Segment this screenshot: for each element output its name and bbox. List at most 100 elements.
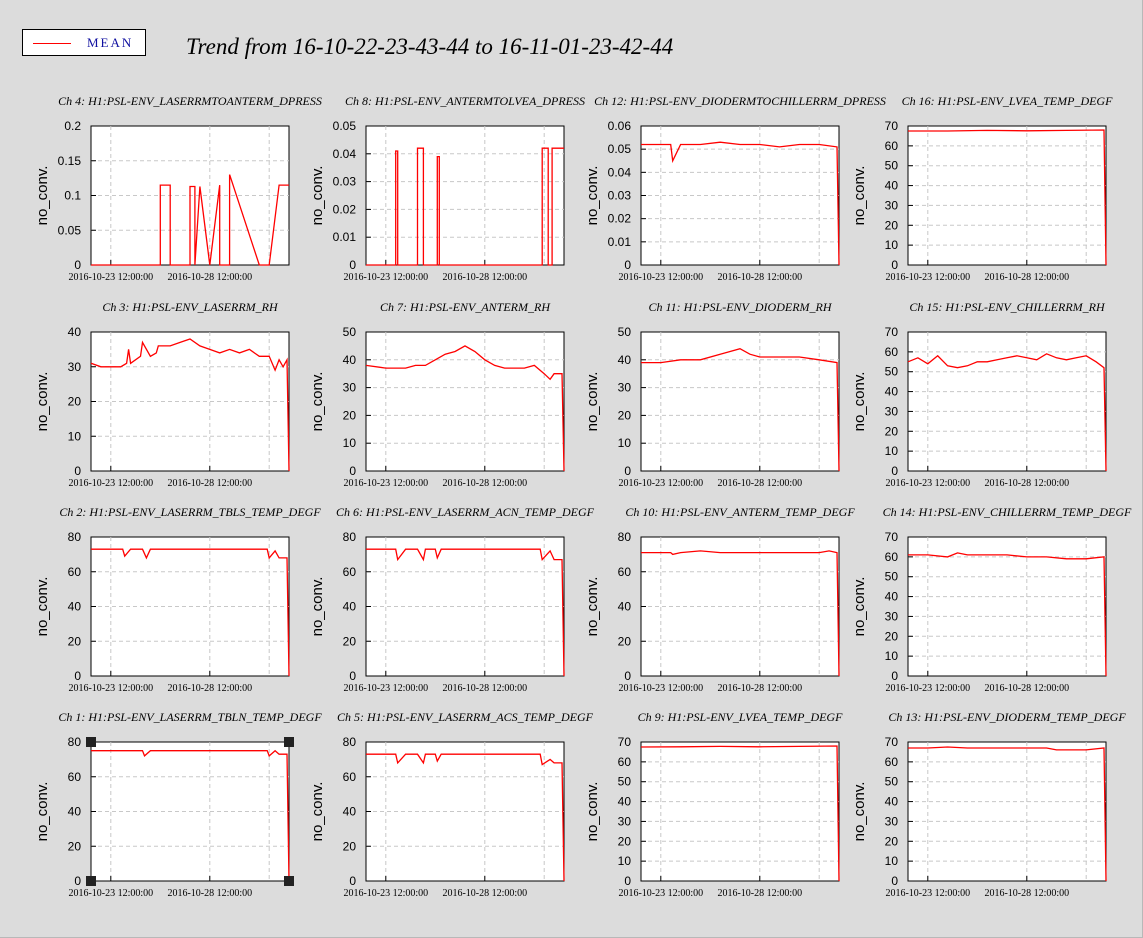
y-tick-label: 60 <box>343 770 357 784</box>
chart-panel[interactable]: 0 0.01 0.02 0.03 0.04 0.05 2016-10-23 12:00:00… <box>309 94 585 283</box>
y-tick-label: 0.2 <box>64 119 81 133</box>
chart-panel[interactable]: 0 20 40 60 80 2016-10-23 12:00:00 2016-10-28 1… <box>34 710 322 899</box>
y-tick-label: 60 <box>885 139 899 153</box>
y-tick-label: 0.01 <box>333 230 357 244</box>
selection-handle[interactable] <box>86 737 96 747</box>
panel-title: Ch 1: H1:PSL-ENV_LASERRM_TBLN_TEMP_DEGF <box>58 710 322 724</box>
y-axis-label: no_conv. <box>309 577 326 637</box>
chart-panel[interactable]: 0 20 40 60 80 2016-10-23 12:00:00 2016-10-28 1… <box>309 710 594 899</box>
y-tick-label: 60 <box>618 565 632 579</box>
y-tick-label: 0.06 <box>608 119 632 133</box>
x-tick-label: 2016-10-23 12:00:00 <box>618 888 703 899</box>
selection-handle[interactable] <box>284 876 294 886</box>
y-tick-label: 70 <box>885 119 899 133</box>
y-tick-label: 0.04 <box>333 147 357 161</box>
chart-panel[interactable]: 0 10 20 30 40 50 2016-10-23 12:00:00 2016-10-28… <box>584 300 840 489</box>
x-tick-label: 2016-10-28 12:00:00 <box>167 272 252 283</box>
plot-area <box>907 125 1107 266</box>
chart-panel[interactable]: 0 10 20 30 40 50 60 70 2016-10-23 12:00:00 2016-1… <box>851 94 1113 283</box>
y-tick-label: 0 <box>349 464 356 478</box>
plot-area <box>365 125 565 266</box>
selection-handle[interactable] <box>284 737 294 747</box>
y-axis-label: no_conv. <box>851 782 868 842</box>
plot-area <box>640 741 840 882</box>
y-tick-label: 60 <box>343 565 357 579</box>
chart-panel[interactable]: 0 10 20 30 40 50 60 70 2016-10-23 12:00:00 2016-1… <box>851 505 1132 694</box>
y-tick-label: 70 <box>618 735 632 749</box>
panel-title: Ch 9: H1:PSL-ENV_LVEA_TEMP_DEGF <box>638 710 844 724</box>
chart-panel[interactable]: 0 10 20 30 40 2016-10-23 12:00:00 2016-10-28 1… <box>34 300 290 489</box>
chart-panel[interactable]: 0 10 20 30 40 50 60 70 2016-10-23 12:00:00 2016-1… <box>851 300 1107 489</box>
chart-panel[interactable]: 0 10 20 30 40 50 2016-10-23 12:00:00 2016-10-28… <box>309 300 565 489</box>
x-tick-label: 2016-10-23 12:00:00 <box>618 683 703 694</box>
chart-panel[interactable]: 0 10 20 30 40 50 60 70 2016-10-23 12:00:00 2016-1… <box>851 710 1126 899</box>
chart-panel[interactable]: 0 20 40 60 80 2016-10-23 12:00:00 2016-10-28 1… <box>584 505 855 694</box>
chart-panel[interactable]: 0 20 40 60 80 2016-10-23 12:00:00 2016-10-28 1… <box>309 505 595 694</box>
y-tick-label: 40 <box>618 795 632 809</box>
y-tick-label: 0 <box>891 464 898 478</box>
y-tick-label: 30 <box>618 814 632 828</box>
y-tick-label: 80 <box>618 530 632 544</box>
y-tick-label: 0 <box>891 874 898 888</box>
series-line <box>366 147 564 266</box>
series-line <box>90 338 290 472</box>
y-tick-label: 0.05 <box>333 119 357 133</box>
panel-title: Ch 14: H1:PSL-ENV_CHILLERRM_TEMP_DEGF <box>883 505 1132 519</box>
chart-panel[interactable]: 0 0.05 0.1 0.15 0.2 2016-10-23 12:00:00 2016-1… <box>34 94 322 283</box>
y-axis-label: no_conv. <box>34 782 51 842</box>
y-axis-label: no_conv. <box>34 577 51 637</box>
y-tick-label: 20 <box>885 834 899 848</box>
y-axis-label: no_conv. <box>309 782 326 842</box>
series-line <box>908 129 1107 266</box>
y-tick-label: 30 <box>885 814 899 828</box>
y-tick-label: 50 <box>885 159 899 173</box>
x-tick-label: 2016-10-28 12:00:00 <box>717 888 802 899</box>
chart-panel[interactable]: 0 0.01 0.02 0.03 0.04 0.05 0.06 2016-10-23 12:0… <box>584 94 886 283</box>
chart-panel[interactable]: 0 10 20 30 40 50 60 70 2016-10-23 12:00:00 2016-1… <box>584 710 843 899</box>
panel-title: Ch 2: H1:PSL-ENV_LASERRM_TBLS_TEMP_DEGF <box>59 505 321 519</box>
y-tick-label: 60 <box>68 770 82 784</box>
y-tick-label: 10 <box>618 436 632 450</box>
y-tick-label: 80 <box>68 530 82 544</box>
x-tick-label: 2016-10-28 12:00:00 <box>167 478 252 489</box>
y-axis-label: no_conv. <box>851 372 868 432</box>
chart-panel[interactable]: 0 20 40 60 80 2016-10-23 12:00:00 2016-10-28 1… <box>34 505 321 694</box>
y-tick-label: 10 <box>68 429 82 443</box>
y-tick-label: 0 <box>891 669 898 683</box>
panel-title: Ch 5: H1:PSL-ENV_LASERRM_ACS_TEMP_DEGF <box>337 710 594 724</box>
series-line <box>91 749 290 882</box>
y-tick-label: 40 <box>68 805 82 819</box>
series-line <box>366 753 565 882</box>
y-tick-label: 40 <box>885 385 899 399</box>
y-tick-label: 20 <box>618 834 632 848</box>
x-tick-label: 2016-10-28 12:00:00 <box>984 272 1069 283</box>
x-tick-label: 2016-10-23 12:00:00 <box>885 478 970 489</box>
series-line <box>640 745 840 882</box>
y-tick-label: 50 <box>885 775 899 789</box>
y-tick-label: 20 <box>68 395 82 409</box>
y-tick-label: 40 <box>885 795 899 809</box>
y-tick-label: 50 <box>885 570 899 584</box>
x-tick-label: 2016-10-28 12:00:00 <box>984 683 1069 694</box>
x-tick-label: 2016-10-23 12:00:00 <box>68 272 153 283</box>
y-tick-label: 40 <box>68 600 82 614</box>
selection-handle[interactable] <box>86 876 96 886</box>
series-line <box>641 550 840 677</box>
panel-title: Ch 11: H1:PSL-ENV_DIODERM_RH <box>648 300 832 314</box>
panel-title: Ch 13: H1:PSL-ENV_DIODERM_TEMP_DEGF <box>888 710 1126 724</box>
y-tick-label: 20 <box>618 634 632 648</box>
y-tick-label: 0 <box>74 258 81 272</box>
panel-title: Ch 3: H1:PSL-ENV_LASERRM_RH <box>102 300 279 314</box>
series-line <box>91 174 289 266</box>
y-tick-label: 60 <box>885 755 899 769</box>
y-tick-label: 20 <box>68 839 82 853</box>
y-tick-label: 80 <box>343 530 357 544</box>
y-axis-label: no_conv. <box>584 372 601 432</box>
plot-area <box>907 331 1107 472</box>
y-tick-label: 10 <box>885 444 899 458</box>
y-tick-label: 60 <box>885 345 899 359</box>
series-line <box>908 552 1107 677</box>
y-tick-label: 0.05 <box>608 142 632 156</box>
